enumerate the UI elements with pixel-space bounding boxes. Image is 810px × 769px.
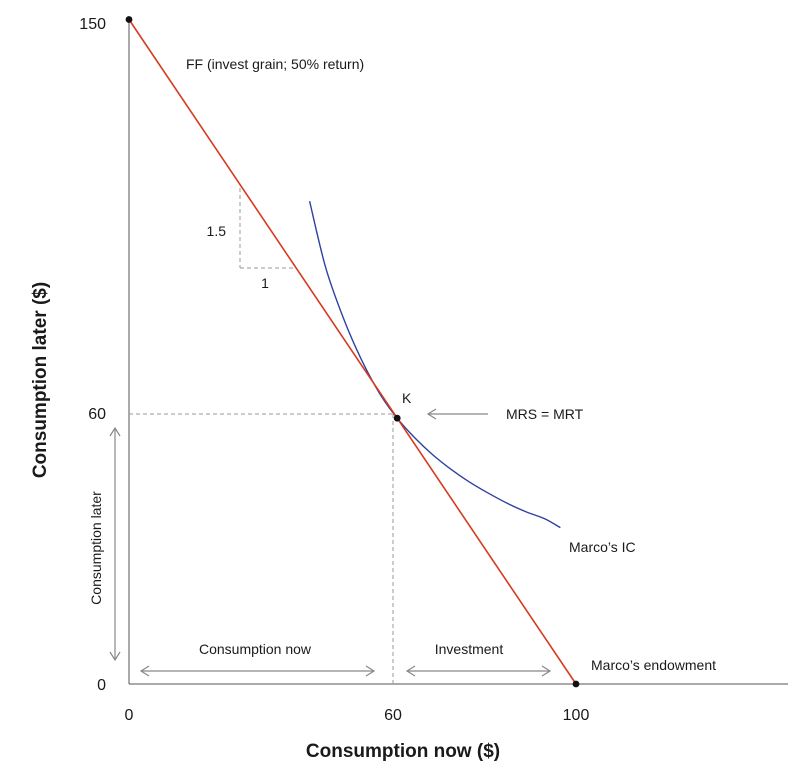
consumption-later-arrow bbox=[109, 426, 121, 662]
y-tick-150: 150 bbox=[79, 16, 106, 33]
point-k bbox=[393, 414, 401, 422]
x-tick-100: 100 bbox=[563, 707, 590, 724]
mrs-label: MRS = MRT bbox=[506, 406, 584, 422]
x-axis-title: Consumption now ($) bbox=[306, 741, 500, 762]
ic-label: Marco’s IC bbox=[569, 539, 636, 555]
slope-rise-label: 1.5 bbox=[207, 223, 227, 239]
ic-curve bbox=[308, 200, 561, 529]
endowment-label: Marco’s endowment bbox=[591, 657, 716, 673]
x-tick-0: 0 bbox=[125, 707, 134, 724]
y-axis-title: Consumption later ($) bbox=[30, 282, 51, 478]
consumption-now-label: Consumption now bbox=[199, 641, 312, 657]
k-label: K bbox=[402, 390, 412, 406]
mrs-arrow bbox=[426, 408, 488, 420]
slope-run-label: 1 bbox=[261, 275, 269, 291]
point-endowment bbox=[572, 680, 580, 688]
x-tick-60: 60 bbox=[384, 707, 402, 724]
consumption-later-label: Consumption later bbox=[88, 491, 104, 605]
investment-arrow bbox=[405, 665, 552, 677]
y-tick-0: 0 bbox=[97, 677, 106, 694]
investment-label: Investment bbox=[435, 641, 504, 657]
ff-label: FF (invest grain; 50% return) bbox=[186, 56, 364, 72]
consumption-now-arrow bbox=[139, 665, 376, 677]
ff-line bbox=[128, 19, 577, 685]
y-tick-60: 60 bbox=[88, 406, 106, 423]
point-top bbox=[125, 16, 133, 23]
